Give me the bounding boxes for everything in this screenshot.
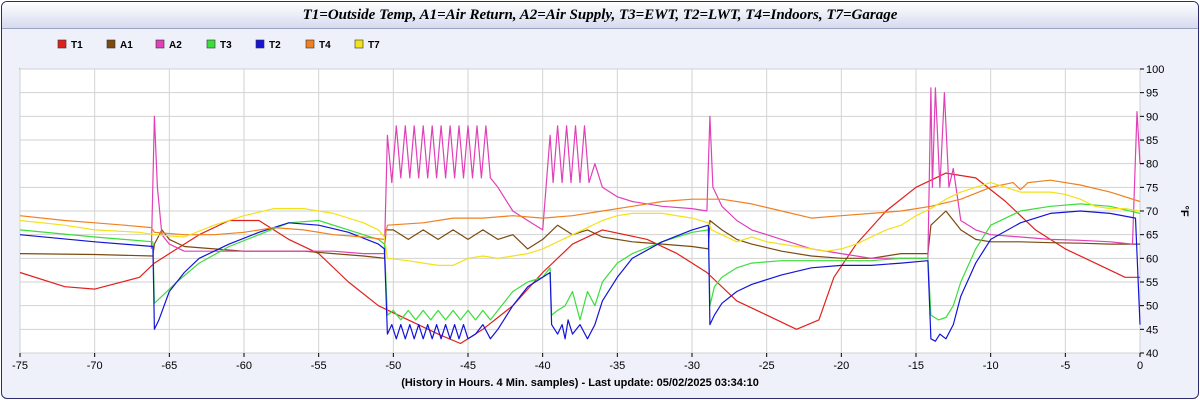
y-tick-label: 75: [1146, 182, 1158, 194]
legend-swatch-t3: [206, 39, 216, 49]
x-tick-label: -50: [385, 360, 401, 372]
legend-swatch-a1: [106, 39, 116, 49]
legend-swatch-t1: [57, 39, 67, 49]
x-tick-label: -40: [535, 360, 551, 372]
series-line-t1: [19, 172, 1140, 345]
axes: -75 -70 -65 -60 -55 -50 -45 -40 -35 -30 -25 -20 -15-…: [12, 64, 1164, 372]
series-line-t4: [19, 179, 1141, 240]
x-tick-label: -55: [311, 360, 327, 372]
x-tick-label: 0: [1137, 360, 1143, 372]
y-tick-label: 90: [1146, 111, 1158, 123]
y-tick-label: 80: [1146, 159, 1158, 171]
y-tick-label: 95: [1146, 88, 1158, 100]
series-line-t7: [19, 182, 1141, 266]
x-tick-label: -70: [87, 360, 103, 372]
legend-swatch-a2: [155, 39, 165, 49]
x-tick-label: -30: [684, 360, 700, 372]
y-tick-label: 45: [1146, 324, 1158, 336]
series-line-a2: [150, 87, 1141, 259]
y-tick-label: 60: [1146, 253, 1158, 265]
y-tick-label: 50: [1146, 301, 1158, 313]
legend-swatch-t7: [354, 39, 364, 49]
x-tick-label: -25: [759, 360, 775, 372]
x-tick-label: -35: [609, 360, 625, 372]
x-tick-label: -60: [236, 360, 252, 372]
chart-title: T1=Outside Temp, A1=Air Return, A2=Air S…: [302, 7, 898, 23]
x-tick-label: -65: [161, 360, 177, 372]
y-tick-label: 70: [1146, 206, 1158, 218]
x-axis-label: (History in Hours. 4 Min. samples) - Las…: [401, 377, 759, 389]
x-tick-label: -75: [12, 360, 28, 372]
y-tick-label: 40: [1146, 348, 1158, 360]
y-tick-label: 55: [1146, 277, 1158, 289]
legend-label-t3: T3: [220, 40, 232, 51]
x-tick-label: -45: [460, 360, 476, 372]
x-tick-label: -15: [908, 360, 924, 372]
series-group: [19, 87, 1141, 345]
legend-label-t1: T1: [71, 40, 83, 51]
x-tick-label: -5: [1060, 360, 1070, 372]
grid-lines: [19, 68, 1141, 354]
y-tick-label: 85: [1146, 135, 1158, 147]
legend-label-t7: T7: [368, 40, 380, 51]
x-tick-label: -20: [833, 360, 849, 372]
y-tick-label: 65: [1146, 230, 1158, 242]
title-bar: T1=Outside Temp, A1=Air Return, A2=Air S…: [2, 2, 1198, 29]
series-line-t2: [19, 210, 1141, 342]
y-axis-label: °F: [1178, 205, 1190, 216]
y-tick-label: 100: [1146, 64, 1164, 76]
legend-label-t4: T4: [319, 40, 331, 51]
legend-label-a1: A1: [120, 40, 133, 51]
legend-label-a2: A2: [169, 40, 182, 51]
legend: T1 A1 A2 T3 T2 T4 T7: [57, 39, 380, 51]
legend-swatch-t4: [305, 39, 315, 49]
legend-swatch-t2: [255, 39, 265, 49]
x-tick-label: -10: [983, 360, 999, 372]
legend-label-t2: T2: [269, 40, 281, 51]
